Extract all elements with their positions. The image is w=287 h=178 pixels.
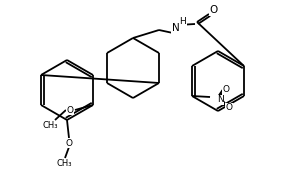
Text: N: N (217, 96, 223, 104)
Text: N: N (172, 23, 180, 33)
Text: CH₃: CH₃ (42, 122, 58, 130)
Text: H: H (180, 17, 186, 25)
Text: O: O (67, 106, 73, 114)
Text: O: O (210, 5, 218, 15)
Text: O: O (226, 103, 232, 112)
Text: CH₃: CH₃ (56, 159, 72, 169)
Text: O: O (65, 138, 73, 148)
Text: O: O (222, 85, 230, 95)
